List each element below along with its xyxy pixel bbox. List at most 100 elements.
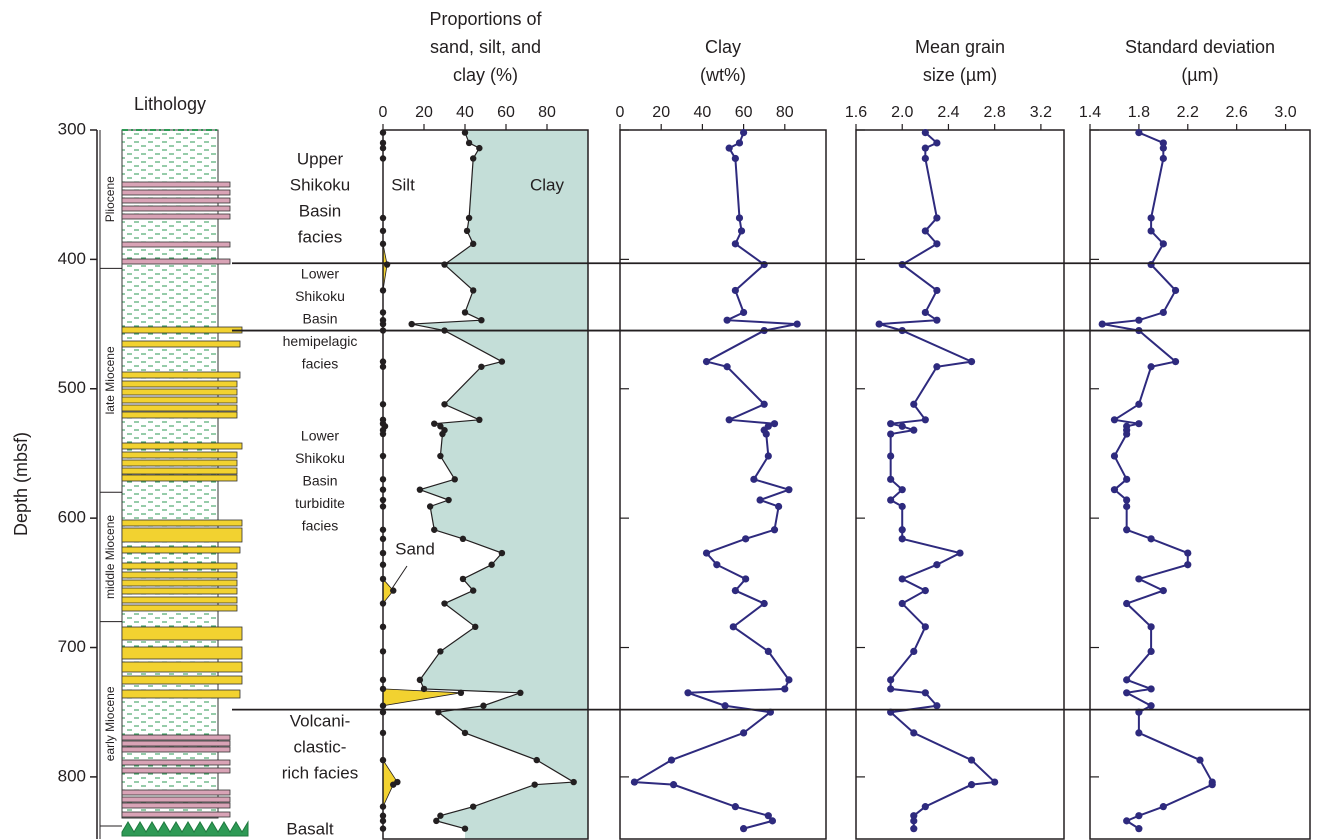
profile-line	[1102, 133, 1212, 829]
mudstone-band	[122, 198, 230, 203]
figure: Lithology Depth (mbsf) Basalt 3004005006…	[0, 0, 1327, 840]
profile-point	[910, 817, 917, 824]
profile-point	[670, 781, 677, 788]
silt-point	[476, 145, 482, 151]
mudstone-band	[122, 747, 230, 752]
profile-point	[794, 320, 801, 327]
basalt	[122, 822, 248, 836]
profile-point	[1148, 261, 1155, 268]
profile-point	[887, 420, 894, 427]
mudstone-band	[122, 803, 230, 808]
profile-point	[738, 227, 745, 234]
series-label: Sand	[395, 539, 435, 558]
x-tick-label: 20	[652, 104, 670, 121]
profile-point	[1160, 240, 1167, 247]
profile-point	[933, 240, 940, 247]
profile-point	[781, 685, 788, 692]
sandstone-band	[122, 443, 242, 449]
basalt-label: Basalt	[286, 819, 334, 838]
profile-point	[887, 496, 894, 503]
profile-point	[1160, 587, 1167, 594]
panel-title: clay (%)	[453, 65, 518, 85]
profile-point	[703, 549, 710, 556]
silt-point	[488, 562, 494, 568]
profile-point	[668, 756, 675, 763]
facies-label: Shikoku	[295, 450, 345, 466]
silt-point	[437, 453, 443, 459]
x-tick-label: 80	[538, 104, 556, 121]
facies-label: Volcani-	[290, 711, 350, 730]
sandstone-band	[122, 460, 237, 466]
profile-point	[730, 623, 737, 630]
silt-point	[470, 287, 476, 293]
profile-point	[1209, 781, 1216, 788]
profile-point	[761, 600, 768, 607]
panel-title: Clay	[705, 37, 741, 57]
sandstone-band	[122, 405, 237, 411]
profile-point	[756, 496, 763, 503]
y-tick-label: 700	[58, 637, 86, 656]
profile-point	[887, 685, 894, 692]
profile-point	[887, 452, 894, 459]
profile-point	[933, 139, 940, 146]
silt-point	[517, 690, 523, 696]
profile-point	[1123, 600, 1130, 607]
profile-point	[1111, 486, 1118, 493]
profile-point	[922, 227, 929, 234]
silt-point	[417, 486, 423, 492]
sandstone-band	[122, 605, 237, 611]
silt-point	[431, 527, 437, 533]
x-tick-label: 60	[735, 104, 753, 121]
profile-point	[1160, 155, 1167, 162]
profile-point	[761, 401, 768, 408]
mudstone-band	[122, 190, 230, 195]
silt-point	[460, 536, 466, 542]
mudstone-band	[122, 790, 230, 795]
profile-point	[910, 825, 917, 832]
panel-title: (wt%)	[700, 65, 746, 85]
panel-title: Proportions of	[429, 9, 542, 29]
silt-point	[532, 781, 538, 787]
sand-point	[384, 261, 390, 267]
profile-point	[887, 476, 894, 483]
silt-point	[534, 757, 540, 763]
profile-point	[1148, 214, 1155, 221]
sandstone-band	[122, 528, 242, 542]
silt-point	[445, 497, 451, 503]
facies-label: hemipelagic	[283, 333, 358, 349]
profile-line	[634, 133, 797, 829]
silt-point	[470, 155, 476, 161]
silt-point	[478, 317, 484, 323]
x-tick-label: 80	[776, 104, 794, 121]
profile-point	[968, 781, 975, 788]
profile-point	[785, 486, 792, 493]
profile-point	[910, 401, 917, 408]
silt-point	[421, 686, 427, 692]
y-tick-label: 500	[58, 378, 86, 397]
facies-label: Basin	[302, 473, 337, 489]
silt-point	[462, 825, 468, 831]
panel-title: Mean grain	[915, 37, 1005, 57]
x-tick-label: 2.2	[1177, 104, 1199, 121]
sandstone-band	[122, 397, 237, 403]
sandstone-band	[122, 676, 242, 684]
x-tick-label: 20	[415, 104, 433, 121]
epoch-label: middle Miocene	[103, 515, 117, 599]
silt-point	[499, 550, 505, 556]
y-tick-label: 400	[58, 249, 86, 268]
sand-point	[390, 587, 396, 593]
sandstone-band	[122, 627, 242, 640]
sand-point	[390, 781, 396, 787]
sandstone-band	[122, 341, 240, 347]
facies-label: Lower	[301, 266, 339, 282]
profile-point	[736, 139, 743, 146]
silt-point	[433, 818, 439, 824]
x-tick-label: 2.4	[937, 104, 959, 121]
profile-point	[899, 486, 906, 493]
mudstone-band	[122, 214, 230, 219]
profile-point	[933, 317, 940, 324]
profile-point	[765, 648, 772, 655]
profile-point	[922, 309, 929, 316]
profile-point	[922, 623, 929, 630]
sand-point	[458, 690, 464, 696]
